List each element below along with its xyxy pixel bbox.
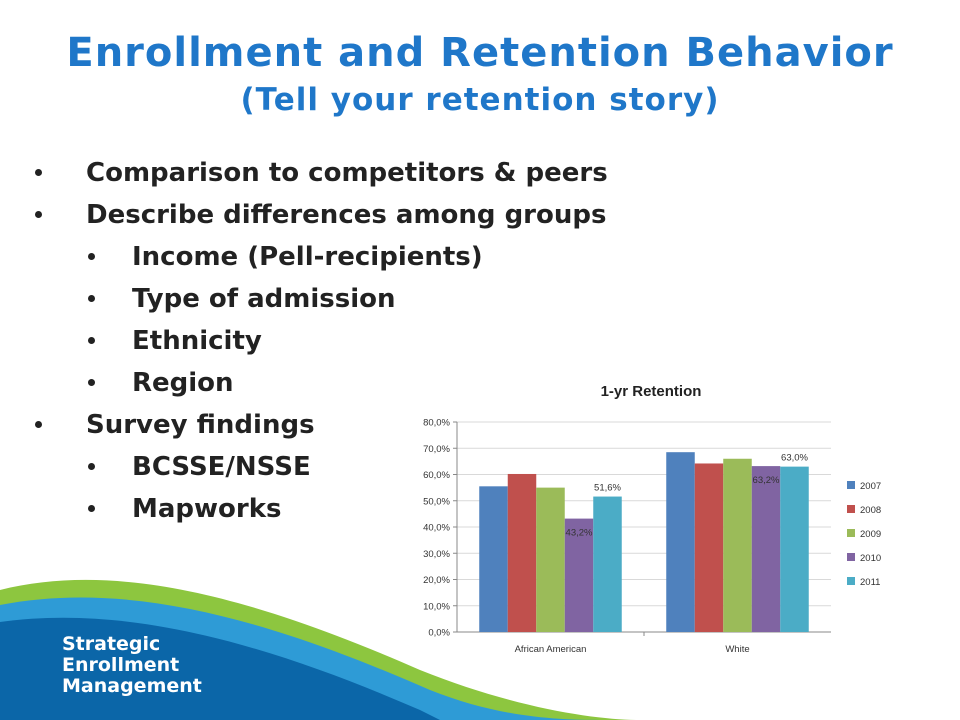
bullet-text: Type of admission (132, 284, 396, 314)
legend-swatch (847, 481, 855, 489)
data-label: 51,6% (594, 483, 621, 494)
bar (723, 458, 752, 632)
bullet-text: Describe differences among groups (86, 200, 607, 230)
bullet-text: Region (132, 368, 234, 398)
legend-label: 2011 (860, 577, 880, 588)
bullet-text: Ethnicity (132, 326, 262, 356)
bullet-item: Type of admission (30, 278, 608, 320)
y-tick-label: 20,0% (423, 575, 450, 586)
y-tick-label: 30,0% (423, 549, 450, 560)
legend-swatch (847, 553, 855, 561)
bar (666, 452, 695, 632)
legend-swatch (847, 529, 855, 537)
bullet-dot-icon (88, 463, 95, 470)
y-tick-label: 10,0% (423, 601, 450, 612)
slide-title: Enrollment and Retention Behavior (66, 30, 894, 76)
legend-label: 2010 (860, 553, 881, 564)
legend-swatch (847, 577, 855, 585)
bar (479, 486, 508, 632)
bullet-text: Comparison to competitors & peers (86, 158, 608, 188)
swoosh-blue-dark (0, 617, 440, 720)
data-label: 43,2% (566, 528, 593, 539)
bullet-text: Survey findings (86, 410, 315, 440)
y-tick-label: 70,0% (423, 444, 450, 455)
logo-swoosh (0, 579, 640, 720)
bullet-dot-icon (88, 253, 95, 260)
logo-line-2: Enrollment (62, 654, 180, 676)
logo-line-3: Management (62, 675, 202, 697)
bar (507, 473, 537, 632)
bullet-item: Describe differences among groups (30, 194, 608, 236)
bullet-list: Comparison to competitors & peers Describ… (30, 152, 608, 530)
bullet-item: Ethnicity (30, 320, 608, 362)
legend-label: 2009 (860, 529, 881, 540)
bullet-item: Comparison to competitors & peers (30, 152, 608, 194)
bullet-item: Region (30, 362, 608, 404)
slide-subtitle: (Tell your retention story) (240, 82, 720, 118)
retention-chart: 1-yr Retention 0,0% 10,0% 20,0% 30,0% 40,0% 50… (395, 372, 907, 660)
y-tick-label: 40,0% (423, 523, 450, 534)
logo-text: Strategic Enrollment Management (62, 634, 202, 697)
logo-line-1: Strategic (62, 633, 161, 655)
x-tick-label: White (725, 644, 749, 655)
y-tick-label: 60,0% (423, 470, 450, 481)
data-label: 63,0% (781, 453, 808, 464)
bullet-dot-icon (88, 379, 95, 386)
chart-title: 1-yr Retention (601, 383, 702, 400)
bullet-dot-icon (35, 169, 42, 176)
x-tick-label: African American (515, 644, 587, 655)
bullet-item: Survey findings (30, 404, 608, 446)
bar (564, 518, 594, 632)
legend-label: 2008 (860, 505, 881, 516)
bullet-text: Income (Pell-recipients) (132, 242, 483, 272)
bullet-item: Income (Pell-recipients) (30, 236, 608, 278)
bar (694, 463, 724, 632)
y-tick-label: 50,0% (423, 496, 450, 507)
chart-svg: 1-yr Retention 0,0% 10,0% 20,0% 30,0% 40,0% 50… (423, 383, 881, 655)
bullet-dot-icon (35, 211, 42, 218)
bullet-dot-icon (88, 295, 95, 302)
bullet-text: BCSSE/NSSE (132, 452, 311, 482)
bullet-item: BCSSE/NSSE (30, 446, 608, 488)
bar (593, 496, 622, 632)
bullet-dot-icon (88, 337, 95, 344)
slide-title-block: Enrollment and Retention Behavior (Tell … (0, 30, 960, 118)
bar (751, 466, 781, 632)
y-tick-label: 0,0% (428, 628, 450, 639)
bar (536, 487, 565, 632)
y-tick-label: 80,0% (423, 418, 450, 429)
bullet-dot-icon (88, 505, 95, 512)
legend-swatch (847, 505, 855, 513)
legend-label: 2007 (860, 481, 881, 492)
bullet-text: Mapworks (132, 494, 282, 524)
bar (780, 466, 809, 632)
data-label: 63,2% (753, 475, 780, 486)
bullet-dot-icon (35, 421, 42, 428)
bullet-item: Mapworks (30, 488, 608, 530)
